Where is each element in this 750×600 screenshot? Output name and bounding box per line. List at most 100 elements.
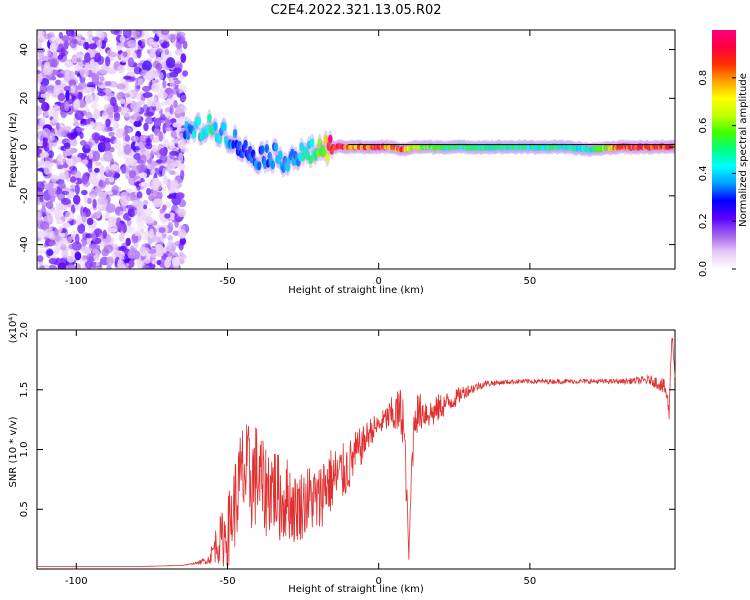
noise-blob <box>145 137 151 143</box>
noise-blob <box>107 228 118 233</box>
noise-blob <box>49 132 55 142</box>
noise-blob <box>165 201 172 208</box>
noise-blob <box>172 86 180 95</box>
noise-blob <box>91 93 99 104</box>
noise-blob <box>156 103 161 112</box>
ridge-cell <box>273 142 279 152</box>
noise-blob <box>105 168 115 178</box>
noise-blob <box>110 96 117 107</box>
x-tick-label: 0 <box>375 576 381 587</box>
noise-blob <box>172 122 181 128</box>
noise-blob <box>167 235 174 241</box>
noise-blob <box>46 90 52 97</box>
noise-blob <box>62 222 72 228</box>
noise-blob <box>60 231 65 238</box>
noise-blob <box>77 223 86 234</box>
ridge-cell <box>285 162 291 172</box>
noise-blob <box>74 184 80 195</box>
noise-blob <box>97 191 107 200</box>
noise-blob <box>102 214 110 219</box>
noise-blob <box>108 131 115 137</box>
noise-blob <box>178 241 184 251</box>
noise-blob <box>64 171 69 181</box>
snr-y-label: SNR (10 * v/v) <box>8 416 19 487</box>
noise-blob <box>126 226 135 234</box>
noise-blob <box>64 149 69 156</box>
noise-blob <box>120 98 126 104</box>
figure-title: C2E4.2022.321.13.05.R02 <box>270 3 441 18</box>
noise-blob <box>44 61 51 69</box>
noise-blob <box>37 249 45 254</box>
noise-blob <box>117 222 124 232</box>
y-tick-label: -40 <box>19 236 30 252</box>
noise-blob <box>169 151 175 160</box>
noise-blob <box>158 131 163 142</box>
noise-blob <box>83 41 90 50</box>
noise-blob <box>150 179 160 191</box>
noise-blob <box>151 259 158 265</box>
noise-blob <box>37 130 44 141</box>
noise-blob <box>72 121 80 127</box>
noise-blob <box>74 251 82 261</box>
y-tick-label: 1.5 <box>19 382 30 398</box>
noise-blob <box>48 240 56 246</box>
noise-blob <box>127 208 135 218</box>
noise-blob <box>89 193 96 200</box>
noise-blob <box>112 124 118 135</box>
noise-blob <box>100 175 107 180</box>
noise-blob <box>89 224 94 235</box>
noise-blob <box>159 148 167 156</box>
noise-blob <box>63 142 71 150</box>
noise-blob <box>120 163 127 174</box>
spectrogram-x-axis: -100 -50 0 50 <box>65 30 536 287</box>
noise-blob <box>132 112 142 122</box>
noise-blob <box>145 216 154 226</box>
noise-blob <box>106 256 114 266</box>
snr-panel: -100 -50 0 50 0.5 1.0 1.5 2.0 Height of straig… <box>8 313 676 595</box>
noise-blob <box>100 31 108 38</box>
noise-blob <box>137 40 143 46</box>
noise-blob <box>37 255 44 262</box>
noise-blob <box>154 167 160 175</box>
noise-blob <box>88 151 94 160</box>
noise-blob <box>37 105 43 116</box>
noise-blob <box>46 249 54 256</box>
ridge-cell <box>232 128 238 138</box>
noise-blob <box>136 191 143 199</box>
noise-blob <box>143 257 152 264</box>
noise-blob <box>91 132 101 141</box>
ridge-cell <box>207 113 212 123</box>
noise-blob <box>101 141 111 152</box>
noise-blob <box>178 224 186 231</box>
x-tick-label: -100 <box>65 276 88 287</box>
noise-blob <box>158 235 164 246</box>
noise-blob <box>152 234 161 245</box>
noise-blob <box>105 203 116 214</box>
noise-blob <box>166 72 172 79</box>
noise-blob <box>134 250 141 260</box>
noise-blob <box>97 91 106 97</box>
noise-blob <box>133 230 142 237</box>
ridge-cell <box>317 138 322 148</box>
noise-blob <box>123 75 132 80</box>
noise-blob <box>103 244 114 254</box>
noise-blob <box>58 49 69 57</box>
noise-blob <box>178 152 184 163</box>
noise-blob <box>158 72 164 81</box>
noise-blob <box>84 52 91 63</box>
noise-blob <box>39 264 45 269</box>
ridge-cell <box>251 149 256 159</box>
noise-blob <box>70 84 76 94</box>
noise-blob <box>68 243 77 250</box>
noise-blob <box>69 39 77 49</box>
noise-blob <box>44 228 54 238</box>
noise-blob <box>45 201 54 209</box>
noise-blob <box>136 202 146 213</box>
noise-blob <box>37 72 43 83</box>
spectrogram-panel: -100 -50 0 50 -40 -20 0 20 40 Height of straigh… <box>8 29 676 296</box>
noise-blob <box>177 208 187 218</box>
x-tick-label: -50 <box>219 276 235 287</box>
noise-blob <box>89 58 95 70</box>
noise-blob <box>41 128 51 138</box>
noise-blob <box>74 65 82 72</box>
